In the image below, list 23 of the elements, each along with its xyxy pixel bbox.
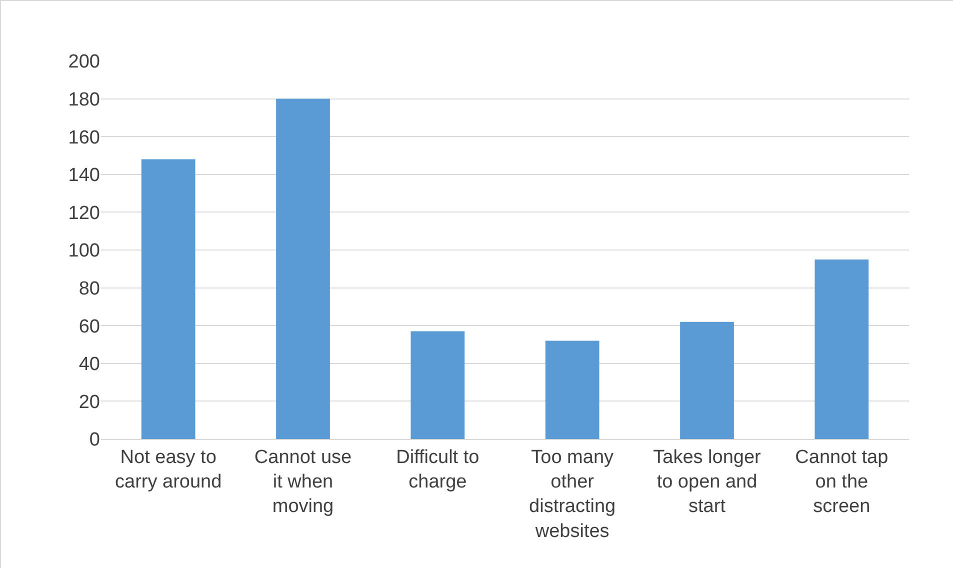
x-tick-label: Difficult to charge bbox=[396, 446, 480, 492]
bar bbox=[276, 98, 330, 439]
y-tick-label: 100 bbox=[68, 240, 100, 262]
y-tick-label: 200 bbox=[68, 52, 100, 73]
x-tick-label: Too many other distracting websites bbox=[529, 446, 616, 542]
y-tick-label: 80 bbox=[78, 278, 100, 300]
bar bbox=[814, 259, 869, 439]
y-tick-label: 120 bbox=[68, 202, 100, 224]
y-tick-label: 160 bbox=[68, 127, 100, 148]
bar bbox=[410, 331, 465, 439]
x-tick-label: Cannot tap on the screen bbox=[795, 446, 888, 518]
y-tick-label: 40 bbox=[78, 354, 100, 376]
x-tick-label: Not easy to carry around bbox=[114, 446, 222, 492]
y-tick-label: 0 bbox=[89, 430, 100, 451]
y-tick-label: 180 bbox=[68, 89, 100, 110]
bar bbox=[680, 322, 734, 439]
y-tick-label: 140 bbox=[68, 165, 100, 186]
bar bbox=[141, 159, 196, 439]
y-tick-label: 60 bbox=[78, 316, 100, 338]
x-tick-label: Takes longer to open and start bbox=[653, 446, 762, 518]
y-tick-label: 20 bbox=[78, 392, 100, 413]
x-tick-label: Cannot use it when moving bbox=[254, 446, 352, 518]
bar bbox=[545, 340, 600, 439]
